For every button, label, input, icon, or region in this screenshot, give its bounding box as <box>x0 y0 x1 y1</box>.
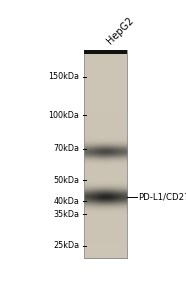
Text: 70kDa: 70kDa <box>53 144 79 153</box>
Bar <box>84 50 127 54</box>
Text: 100kDa: 100kDa <box>49 111 79 120</box>
Text: 25kDa: 25kDa <box>53 241 79 250</box>
Bar <box>84 50 127 258</box>
Text: 40kDa: 40kDa <box>54 197 79 206</box>
Text: 35kDa: 35kDa <box>53 209 79 218</box>
Text: 50kDa: 50kDa <box>53 176 79 185</box>
Bar <box>84 50 127 54</box>
Text: 150kDa: 150kDa <box>49 73 79 82</box>
Bar <box>84 50 127 258</box>
Text: HepG2: HepG2 <box>105 16 136 46</box>
Text: PD-L1/CD274: PD-L1/CD274 <box>139 192 186 201</box>
